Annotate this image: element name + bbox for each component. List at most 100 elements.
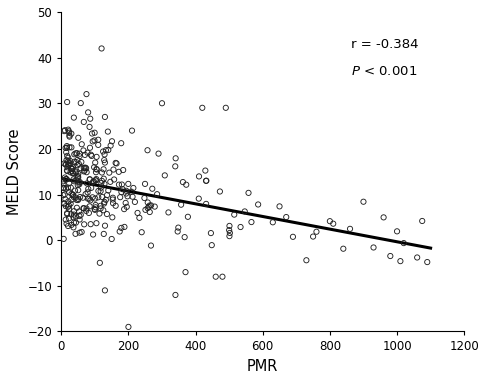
- Point: [112, 160, 120, 166]
- Point: [77, 212, 85, 218]
- Point: [172, 292, 179, 298]
- Point: [174, 224, 182, 231]
- Point: [98, 178, 106, 184]
- Point: [153, 191, 161, 197]
- Point: [73, 197, 81, 203]
- Point: [72, 150, 80, 156]
- Point: [174, 229, 182, 235]
- Point: [147, 243, 155, 249]
- Point: [138, 229, 146, 235]
- Point: [82, 165, 89, 171]
- Point: [67, 165, 75, 171]
- Point: [97, 180, 105, 186]
- Point: [94, 137, 102, 143]
- Point: [124, 324, 132, 330]
- Point: [161, 172, 169, 178]
- Point: [74, 197, 82, 203]
- Point: [74, 173, 82, 179]
- Point: [202, 201, 210, 207]
- Point: [63, 221, 70, 227]
- Point: [91, 207, 99, 213]
- Point: [62, 176, 70, 182]
- Point: [70, 208, 78, 214]
- Point: [84, 109, 92, 115]
- Point: [92, 177, 100, 183]
- Point: [85, 186, 92, 192]
- Point: [129, 185, 137, 191]
- Point: [400, 240, 408, 246]
- Point: [146, 209, 154, 215]
- Point: [60, 200, 68, 207]
- Point: [129, 194, 137, 200]
- Point: [72, 177, 80, 183]
- Point: [97, 203, 104, 209]
- Point: [88, 153, 96, 159]
- Point: [64, 158, 72, 165]
- Point: [74, 135, 82, 141]
- Point: [90, 138, 98, 144]
- Point: [113, 160, 121, 166]
- Point: [94, 142, 102, 148]
- Point: [141, 181, 149, 187]
- Point: [101, 199, 108, 205]
- Point: [63, 145, 71, 151]
- Point: [330, 221, 337, 227]
- Point: [241, 208, 249, 215]
- Point: [65, 189, 73, 195]
- Point: [65, 215, 73, 221]
- Point: [60, 185, 68, 191]
- Point: [88, 130, 96, 136]
- Point: [87, 221, 95, 227]
- Point: [78, 141, 86, 147]
- Point: [70, 151, 78, 157]
- Point: [70, 211, 78, 218]
- Point: [64, 223, 72, 229]
- Point: [109, 195, 117, 201]
- Point: [124, 181, 132, 187]
- Point: [146, 202, 154, 208]
- Point: [64, 155, 72, 161]
- Point: [98, 194, 106, 200]
- Point: [89, 138, 97, 144]
- Point: [212, 274, 220, 280]
- Point: [63, 153, 71, 159]
- Point: [64, 162, 72, 168]
- Point: [158, 100, 166, 106]
- Point: [98, 170, 106, 176]
- Point: [380, 215, 387, 221]
- Point: [269, 219, 277, 225]
- Point: [386, 253, 394, 259]
- Point: [155, 150, 162, 157]
- Point: [147, 202, 155, 208]
- Point: [69, 224, 77, 231]
- Point: [112, 203, 120, 209]
- Point: [62, 145, 69, 151]
- Point: [226, 233, 233, 239]
- Point: [68, 222, 75, 228]
- Point: [64, 164, 71, 170]
- Point: [65, 130, 73, 136]
- Point: [109, 197, 117, 203]
- Point: [141, 207, 149, 213]
- Point: [69, 191, 77, 197]
- Point: [68, 168, 76, 174]
- Point: [172, 155, 179, 162]
- Point: [104, 187, 112, 194]
- Point: [77, 165, 85, 171]
- Point: [70, 178, 78, 184]
- Point: [91, 130, 99, 136]
- Point: [84, 195, 92, 202]
- Point: [86, 176, 94, 182]
- Point: [84, 150, 91, 156]
- Point: [346, 226, 354, 232]
- Point: [62, 161, 70, 167]
- Point: [59, 192, 67, 198]
- Point: [100, 231, 108, 237]
- Point: [68, 211, 75, 217]
- Point: [128, 128, 136, 134]
- Point: [90, 179, 98, 185]
- Point: [96, 211, 104, 217]
- Point: [83, 169, 90, 175]
- Point: [91, 206, 99, 212]
- Point: [76, 153, 84, 159]
